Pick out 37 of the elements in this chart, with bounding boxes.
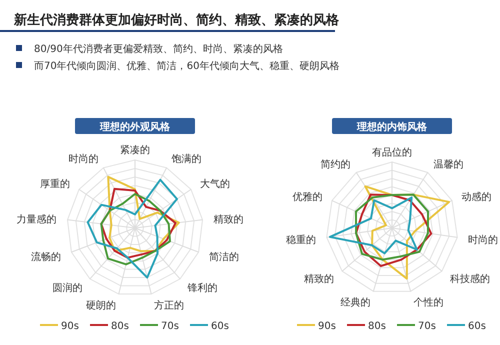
legend-label: 90s — [318, 321, 336, 332]
spoke-label: 科技感的 — [450, 273, 490, 286]
spoke-label: 精致的 — [304, 273, 334, 286]
text: 80/90年代消费者更偏爱精致、简约、时尚、紧凑的风格 — [34, 43, 283, 55]
spoke-label: 有品位的 — [372, 146, 412, 158]
legend-label: 80s — [368, 321, 386, 332]
spoke-label: 简约的 — [320, 158, 351, 171]
spoke-label: 方正的 — [154, 300, 184, 312]
spoke-label: 流畅的 — [31, 250, 62, 263]
spoke-label: 圆润的 — [52, 282, 83, 294]
legend-label: 70s — [161, 321, 179, 332]
spoke-label: 饱满的 — [170, 153, 202, 166]
spoke-label: 时尚的 — [468, 234, 498, 246]
spoke-label: 简洁的 — [208, 250, 239, 263]
legend-label: 70s — [418, 321, 436, 332]
legend-label: 90s — [61, 321, 79, 332]
spoke-label: 精致的 — [213, 213, 244, 226]
spoke-label: 稳重的 — [286, 234, 316, 246]
spoke-label: 时尚的 — [68, 153, 98, 166]
spoke-label: 优雅的 — [292, 191, 322, 204]
spoke-label: 动感的 — [462, 191, 492, 204]
legend-label: 60s — [468, 321, 486, 332]
text: 新生代消费群体更加偏好时尚、简约、精致、紧凑的风格 — [13, 12, 340, 28]
text: 而70年代倾向圆润、优雅、简洁，60年代倾向大气、稳重、硬朗风格 — [34, 60, 340, 72]
spoke-label: 大气的 — [200, 178, 230, 190]
spoke-label: 个性的 — [414, 296, 444, 308]
spoke-label: 力量感的 — [16, 213, 57, 226]
spoke-label: 经典的 — [340, 296, 370, 308]
spoke-label: 硬朗的 — [86, 300, 116, 312]
spoke-label: 锋利的 — [186, 282, 218, 294]
chart-title: 理想的内饰风格 — [356, 121, 428, 133]
chart-title: 理想的外观风格 — [99, 121, 171, 133]
legend-label: 60s — [211, 321, 229, 332]
legend-label: 80s — [111, 321, 129, 332]
spoke-label: 紧凑的 — [120, 144, 150, 156]
spoke-label: 温馨的 — [433, 158, 464, 171]
spoke-label: 厚重的 — [40, 178, 70, 190]
